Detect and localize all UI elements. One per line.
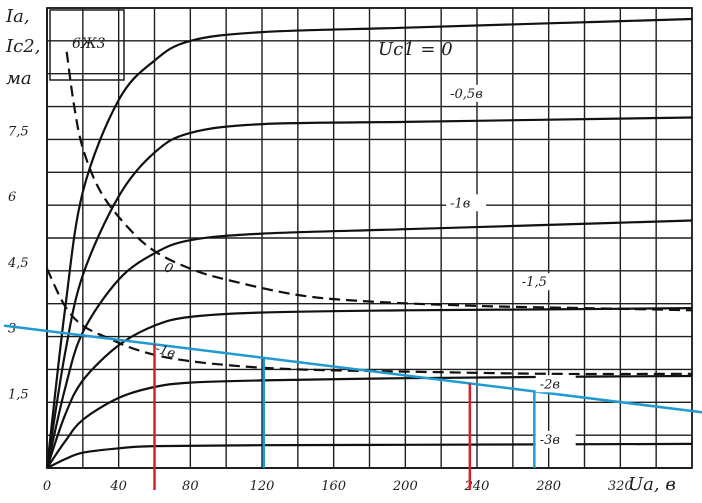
y-tick-label: 7,5	[8, 124, 29, 139]
curve-label: -1в	[450, 196, 470, 211]
screen-current-curve	[46, 268, 693, 376]
tick-labels: 0 40 80 120 160 200 240 280 320 1,5 3 4,5 6 7,5	[7, 124, 633, 494]
curve-label-background	[517, 273, 558, 291]
x-tick-label: 40	[109, 479, 127, 494]
plate-current-curve	[45, 307, 693, 469]
x-tick-label: 280	[535, 479, 561, 494]
grid	[46, 7, 693, 469]
curve-label-background	[446, 84, 487, 102]
x-tick-label: 240	[464, 479, 490, 494]
load-line	[3, 324, 702, 414]
plate-current-curve	[45, 17, 693, 469]
plate-current-curve	[45, 116, 693, 469]
plate-current-curve	[46, 442, 693, 469]
screen-current-curve	[65, 51, 693, 312]
y-tick-label: 3	[8, 322, 16, 337]
y-tick-label: 4,5	[7, 256, 29, 271]
tube-label: 6Ж3	[72, 36, 106, 52]
y-axis-label-line-1: Iа,	[5, 6, 30, 27]
x-tick-label: 120	[250, 479, 275, 494]
curve-label-background	[535, 375, 576, 393]
legend-title: Uс1 = 0	[378, 39, 453, 60]
curve-label: -0,5в	[450, 87, 483, 102]
plot-frame	[46, 7, 693, 469]
dashed-curve-label: 0	[162, 260, 175, 277]
curves	[45, 17, 693, 469]
tube-label-box	[49, 9, 125, 81]
x-tick-label: 80	[182, 479, 199, 494]
x-tick-label: 200	[392, 479, 418, 494]
y-tick-label: 1,5	[8, 387, 29, 402]
curve-label-background	[446, 194, 487, 212]
curve-labels: -0,5в -1в -1,5 -2в -3в 0 -1в	[153, 84, 576, 448]
curve-label-background	[535, 430, 576, 448]
overlay-lines	[3, 324, 702, 490]
y-axis-label-line-3: ма	[6, 68, 32, 89]
x-axis-label: Uа, в	[628, 474, 676, 495]
y-axis-label-line-2: Iс2,	[5, 36, 40, 57]
curve-label: -2в	[540, 377, 560, 392]
dashed-curve-label: -1в	[153, 341, 177, 362]
x-tick-label: 320	[608, 479, 633, 494]
plate-current-curve	[45, 219, 693, 469]
plate-current-curve	[46, 374, 693, 469]
x-tick-label: 160	[321, 479, 346, 494]
curve-label: -3в	[540, 433, 560, 448]
x-tick-label: 0	[43, 479, 51, 494]
curve-label: -1,5	[522, 275, 547, 290]
y-tick-label: 6	[8, 190, 16, 205]
